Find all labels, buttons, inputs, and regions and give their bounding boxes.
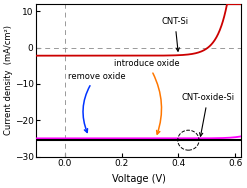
X-axis label: Voltage (V): Voltage (V) <box>112 174 165 184</box>
Text: CNT-Si: CNT-Si <box>161 17 188 51</box>
Text: CNT-oxide-Si: CNT-oxide-Si <box>181 93 234 136</box>
Text: introduce oxide: introduce oxide <box>115 59 180 134</box>
Y-axis label: Current density  (mA/cm²): Current density (mA/cm²) <box>4 25 13 135</box>
Text: remove oxide: remove oxide <box>68 71 125 132</box>
